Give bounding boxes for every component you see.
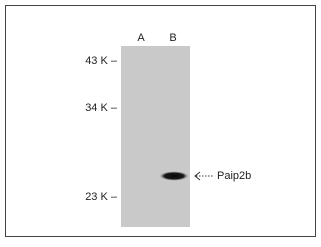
figure: A B 43 K – 34 K – 23 K – Paip2b (0, 0, 321, 242)
page: A B 43 K – 34 K – 23 K – Paip2b (() => {… (0, 0, 321, 242)
lane-label: A (137, 32, 145, 44)
marker-label: 34 K – (85, 102, 118, 114)
marker-label: 43 K – (85, 55, 118, 67)
band-label: Paip2b (217, 170, 251, 182)
marker-label: 23 K – (85, 191, 118, 203)
lane-label: B (169, 32, 176, 44)
gel (121, 46, 190, 227)
band (160, 172, 188, 181)
